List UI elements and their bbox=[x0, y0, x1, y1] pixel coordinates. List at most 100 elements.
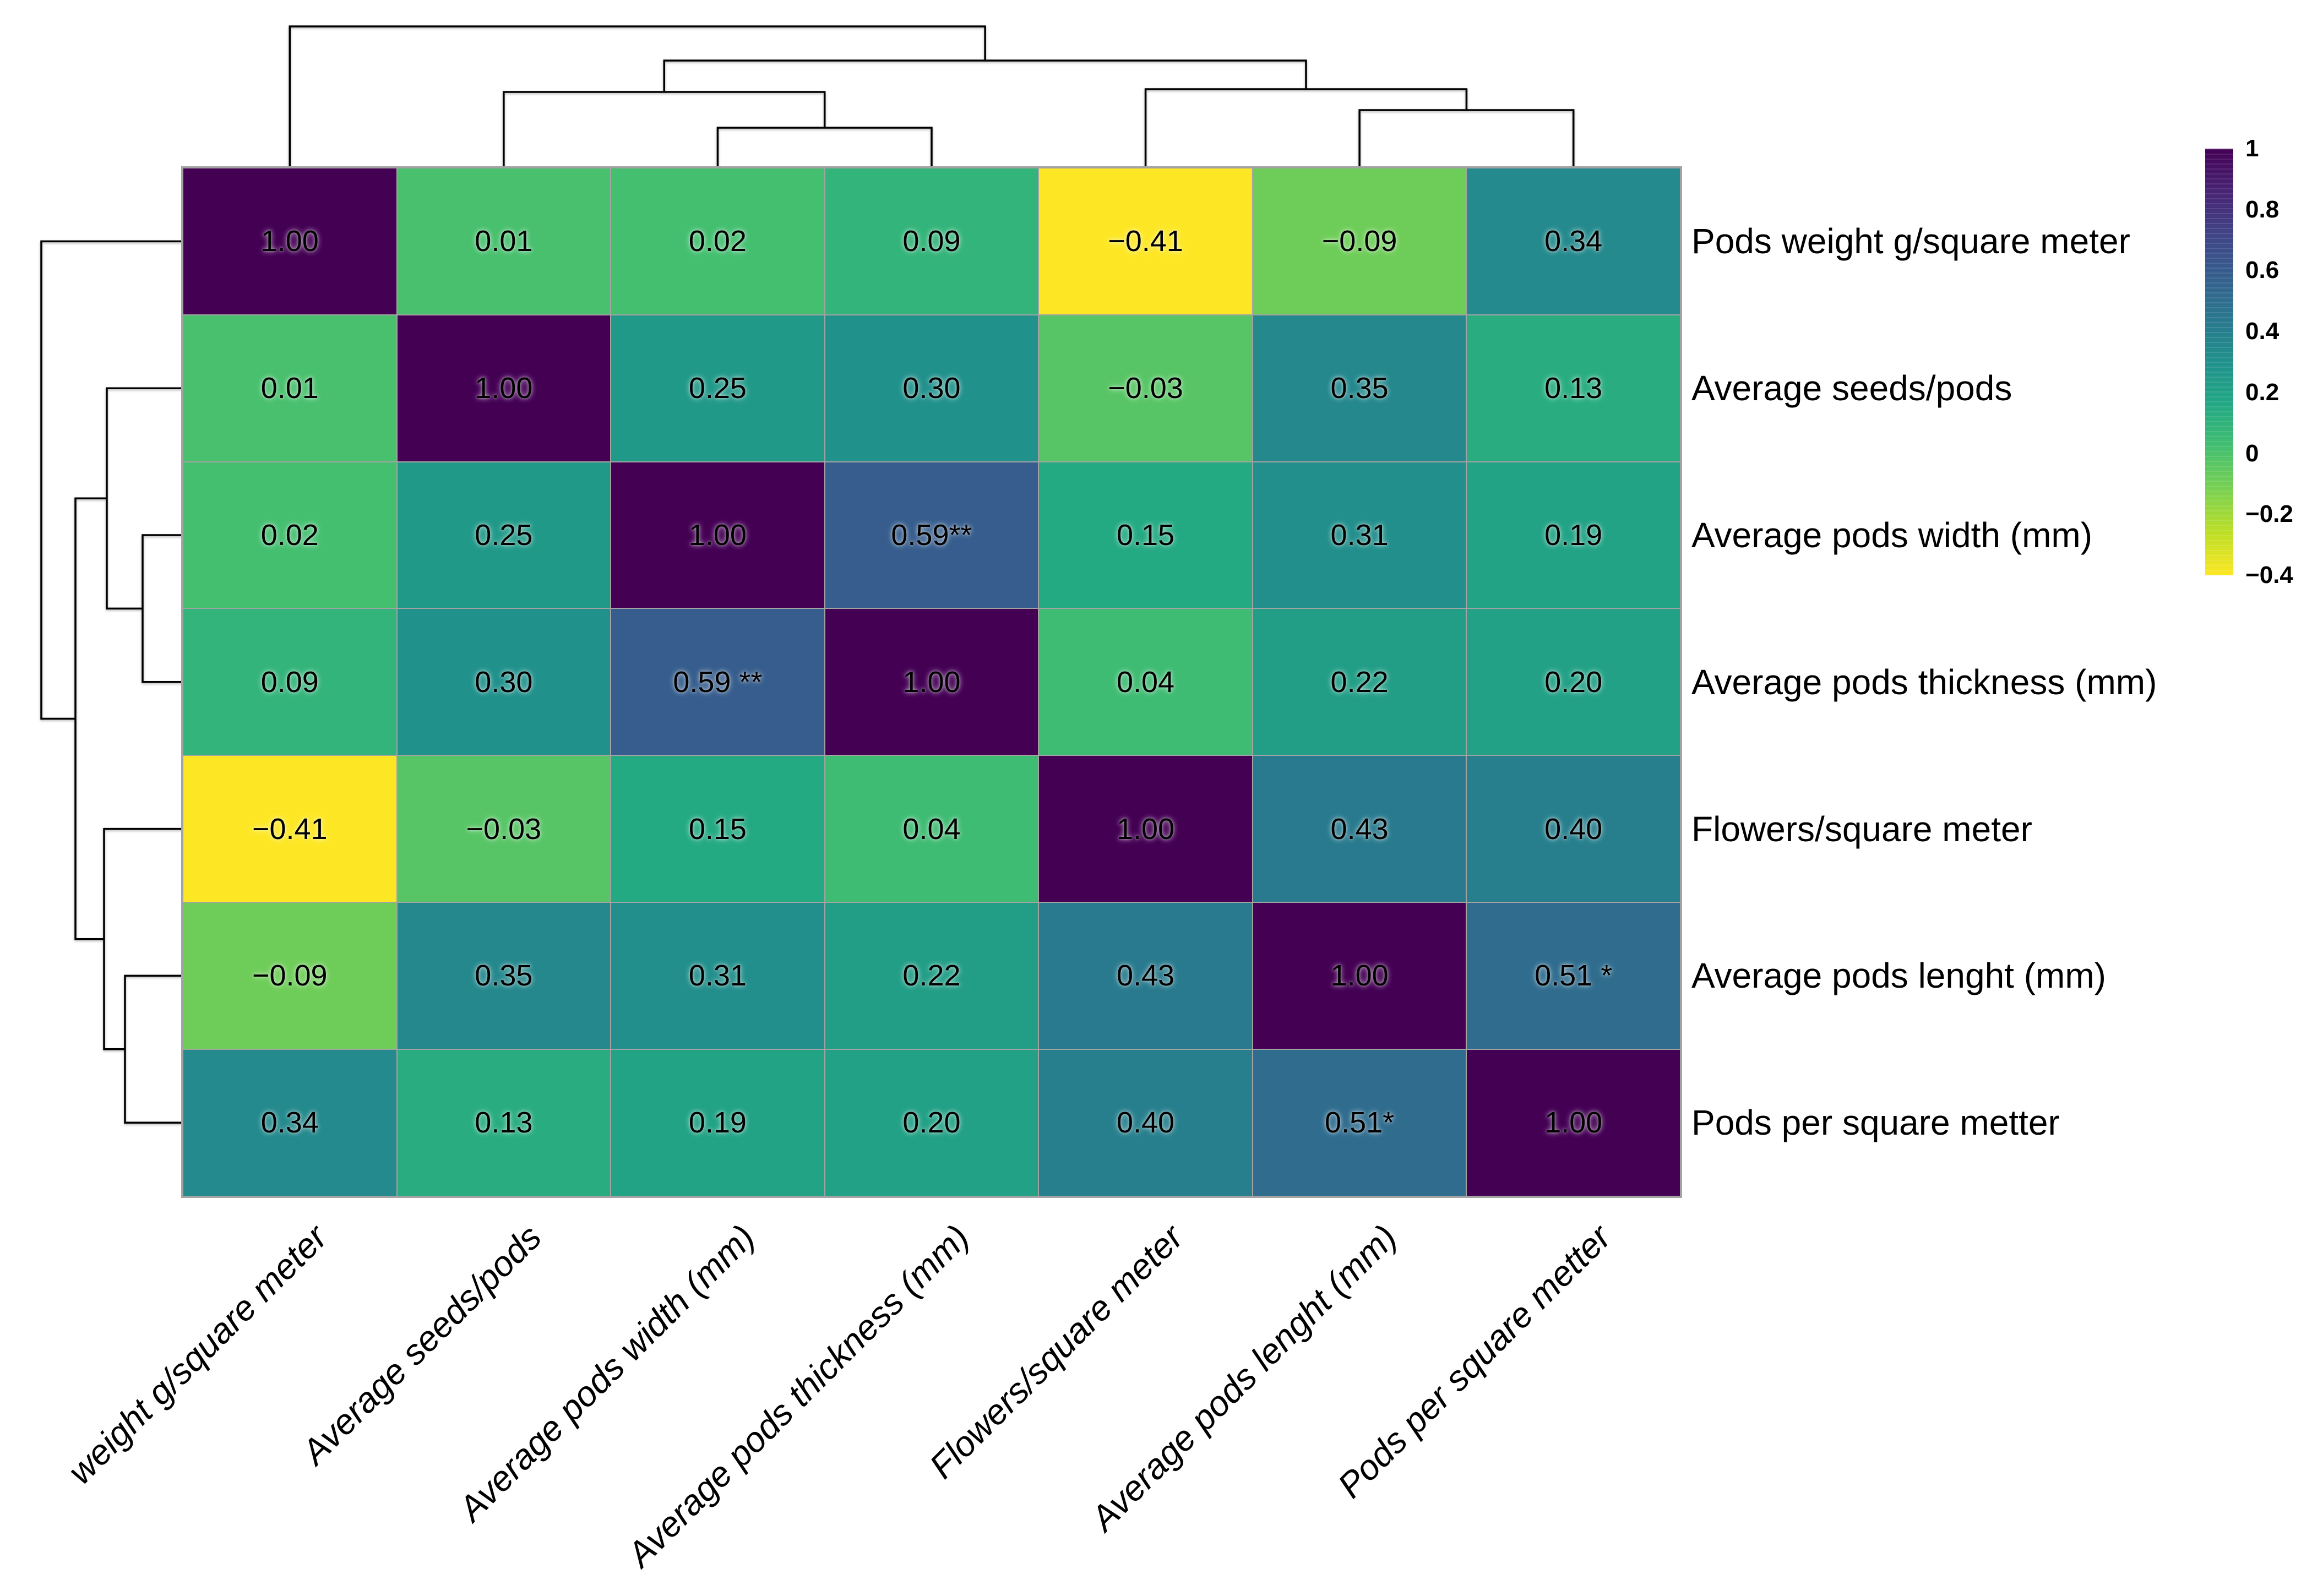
heatmap-cell: −0.41 bbox=[1038, 168, 1253, 315]
heatmap-cell-value: 0.02 bbox=[688, 225, 747, 258]
heatmap-cell-value: 1.00 bbox=[1330, 959, 1389, 993]
heatmap-cell: 0.19 bbox=[1466, 461, 1680, 609]
heatmap-cell: 0.01 bbox=[183, 314, 397, 462]
dendrogram-link bbox=[106, 387, 184, 610]
heatmap-cell-value: 0.02 bbox=[260, 518, 319, 552]
heatmap-cell: 0.34 bbox=[183, 1049, 397, 1196]
heatmap-cell-value: 0.15 bbox=[1116, 518, 1175, 552]
heatmap-cell: 0.35 bbox=[1252, 314, 1467, 462]
heatmap-cell-value: −0.03 bbox=[1108, 372, 1183, 405]
heatmap-cell-value: 1.00 bbox=[688, 518, 747, 552]
correlation-heatmap-grid: 1.00 0.01 0.02 0.09 −0.41 −0.09 0.34 0.01 1.00 0.… bbox=[181, 166, 1682, 1198]
dendrogram-link bbox=[103, 827, 184, 1050]
heatmap-cell: 0.09 bbox=[824, 168, 1039, 315]
heatmap-cell-value: 0.43 bbox=[1116, 959, 1175, 993]
heatmap-cell: 0.13 bbox=[396, 1049, 611, 1196]
heatmap-cell: 0.02 bbox=[183, 461, 397, 609]
colorbar-tick-label: −0.4 bbox=[2245, 562, 2293, 589]
heatmap-cell: 0.25 bbox=[611, 314, 825, 462]
heatmap-cell: 0.25 bbox=[396, 461, 611, 609]
heatmap-cell-value: 0.31 bbox=[1330, 518, 1389, 552]
dendrogram-link bbox=[716, 127, 933, 170]
heatmap-cell-value: 0.40 bbox=[1544, 812, 1603, 846]
heatmap-cell-value: 0.25 bbox=[688, 372, 747, 405]
colorbar-tick-label: 1 bbox=[2245, 135, 2259, 162]
heatmap-cell: 0.51* bbox=[1252, 1049, 1467, 1196]
dendrogram-link bbox=[1358, 109, 1575, 170]
col-label: Average seeds/pods bbox=[293, 1217, 549, 1472]
heatmap-cell: 0.35 bbox=[396, 902, 611, 1049]
dendrogram-link bbox=[74, 497, 107, 940]
heatmap-cell-value: 0.22 bbox=[1330, 665, 1389, 699]
row-label: Average pods lenght (mm) bbox=[1691, 956, 2106, 996]
heatmap-cell-value: 0.31 bbox=[688, 959, 747, 993]
heatmap-cell-value: 1.00 bbox=[1544, 1106, 1603, 1140]
colorbar-tick-label: −0.2 bbox=[2245, 500, 2293, 528]
heatmap-cell: −0.41 bbox=[183, 755, 397, 902]
heatmap-cell: 0.31 bbox=[611, 902, 825, 1049]
heatmap-cell: 0.04 bbox=[1038, 608, 1253, 756]
heatmap-cell: 0.31 bbox=[1252, 461, 1467, 609]
heatmap-cell-value: 1.00 bbox=[475, 372, 533, 405]
heatmap-cell-value: 0.19 bbox=[1544, 518, 1603, 552]
heatmap-cell: 0.30 bbox=[824, 314, 1039, 462]
heatmap-cell-value: 0.04 bbox=[902, 812, 961, 846]
row-label: Average pods width (mm) bbox=[1691, 515, 2092, 555]
heatmap-cell: 0.15 bbox=[1038, 461, 1253, 609]
heatmap-cell-value: 0.30 bbox=[475, 665, 533, 699]
heatmap-cell-value: 0.01 bbox=[260, 372, 319, 405]
colorbar-tick-label: 0.8 bbox=[2245, 195, 2280, 223]
heatmap-cell: 0.43 bbox=[1252, 755, 1467, 902]
heatmap-cell: 0.20 bbox=[824, 1049, 1039, 1196]
heatmap-cell: 1.00 bbox=[396, 314, 611, 462]
heatmap-cell: 0.59** bbox=[824, 461, 1039, 609]
dendrogram-link bbox=[289, 25, 986, 170]
heatmap-cell: 1.00 bbox=[183, 168, 397, 315]
heatmap-cell: 0.34 bbox=[1466, 168, 1680, 315]
heatmap-cell: 0.40 bbox=[1038, 1049, 1253, 1196]
dendrogram-link bbox=[663, 59, 1307, 92]
heatmap-cell: 0.04 bbox=[824, 755, 1039, 902]
heatmap-cell: 0.22 bbox=[1252, 608, 1467, 756]
heatmap-cell-value: 0.20 bbox=[902, 1106, 961, 1140]
heatmap-cell: 0.02 bbox=[611, 168, 825, 315]
heatmap-cell-value: 0.40 bbox=[1116, 1106, 1175, 1140]
heatmap-cell: 0.15 bbox=[611, 755, 825, 902]
colorbar-tick-label: 0 bbox=[2245, 439, 2259, 467]
row-label: Average pods thickness (mm) bbox=[1691, 662, 2157, 702]
heatmap-cell: 0.13 bbox=[1466, 314, 1680, 462]
colorbar-tick-label: 0.6 bbox=[2245, 257, 2280, 284]
heatmap-cell: −0.09 bbox=[1252, 168, 1467, 315]
heatmap-cell-value: 1.00 bbox=[902, 665, 961, 699]
heatmap-cell: 1.00 bbox=[611, 461, 825, 609]
heatmap-cell-value: 0.59 ** bbox=[673, 665, 763, 699]
heatmap-cell-value: 0.30 bbox=[902, 372, 961, 405]
heatmap-cell-value: 0.35 bbox=[475, 959, 533, 993]
dendrogram-link bbox=[40, 240, 184, 720]
heatmap-cell-value: 1.00 bbox=[260, 225, 319, 258]
heatmap-cell-value: −0.03 bbox=[466, 812, 542, 846]
heatmap-cell-value: 0.04 bbox=[1116, 665, 1175, 699]
heatmap-cell: 0.40 bbox=[1466, 755, 1680, 902]
colorbar-gradient bbox=[2205, 149, 2233, 575]
heatmap-cell-value: 0.19 bbox=[688, 1106, 747, 1140]
heatmap-cell-value: 0.51* bbox=[1325, 1106, 1395, 1140]
heatmap-cell-value: −0.41 bbox=[252, 812, 328, 846]
heatmap-cell: 0.51 * bbox=[1466, 902, 1680, 1049]
heatmap-cell: 1.00 bbox=[1466, 1049, 1680, 1196]
heatmap-cell: −0.03 bbox=[396, 755, 611, 902]
dendrogram-link bbox=[1144, 88, 1468, 170]
heatmap-cell: 1.00 bbox=[824, 608, 1039, 756]
heatmap-cell-value: 0.09 bbox=[902, 225, 961, 258]
row-label: Average seeds/pods bbox=[1691, 368, 2012, 408]
heatmap-cell: 1.00 bbox=[1038, 755, 1253, 902]
heatmap-cell: 0.01 bbox=[396, 168, 611, 315]
col-label: weight g/square meter bbox=[60, 1217, 335, 1492]
dendrogram-link bbox=[142, 534, 184, 683]
heatmap-cell: 0.43 bbox=[1038, 902, 1253, 1049]
heatmap-cell-value: 0.13 bbox=[475, 1106, 533, 1140]
heatmap-cell-value: 0.34 bbox=[260, 1106, 319, 1140]
heatmap-cell: 0.59 ** bbox=[611, 608, 825, 756]
row-label: Pods per square metter bbox=[1691, 1103, 2060, 1143]
